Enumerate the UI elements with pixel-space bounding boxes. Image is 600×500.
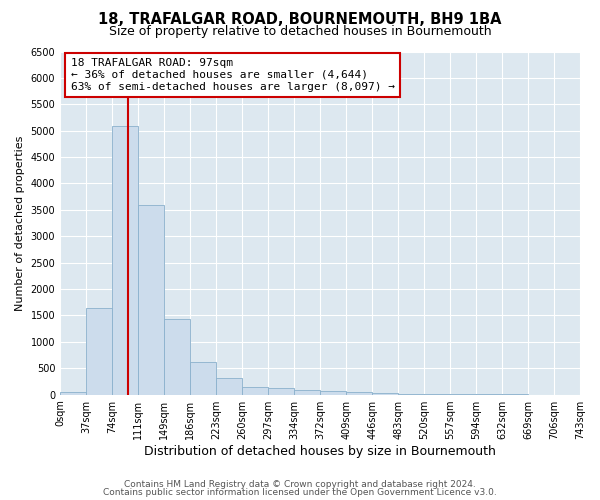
- Bar: [294, 390, 320, 394]
- X-axis label: Distribution of detached houses by size in Bournemouth: Distribution of detached houses by size …: [144, 444, 496, 458]
- Bar: [268, 388, 294, 394]
- Text: 18, TRAFALGAR ROAD, BOURNEMOUTH, BH9 1BA: 18, TRAFALGAR ROAD, BOURNEMOUTH, BH9 1BA: [98, 12, 502, 28]
- Bar: [164, 319, 190, 394]
- Bar: [112, 126, 138, 394]
- Text: Size of property relative to detached houses in Bournemouth: Size of property relative to detached ho…: [109, 25, 491, 38]
- Y-axis label: Number of detached properties: Number of detached properties: [15, 136, 25, 310]
- Text: 18 TRAFALGAR ROAD: 97sqm
← 36% of detached houses are smaller (4,644)
63% of sem: 18 TRAFALGAR ROAD: 97sqm ← 36% of detach…: [71, 58, 395, 92]
- Text: Contains HM Land Registry data © Crown copyright and database right 2024.: Contains HM Land Registry data © Crown c…: [124, 480, 476, 489]
- Bar: [242, 386, 268, 394]
- Text: Contains public sector information licensed under the Open Government Licence v3: Contains public sector information licen…: [103, 488, 497, 497]
- Bar: [138, 205, 164, 394]
- Bar: [86, 308, 112, 394]
- Bar: [60, 392, 86, 394]
- Bar: [216, 378, 242, 394]
- Bar: [346, 392, 372, 394]
- Bar: [190, 362, 216, 394]
- Bar: [320, 391, 346, 394]
- Bar: [372, 393, 398, 394]
